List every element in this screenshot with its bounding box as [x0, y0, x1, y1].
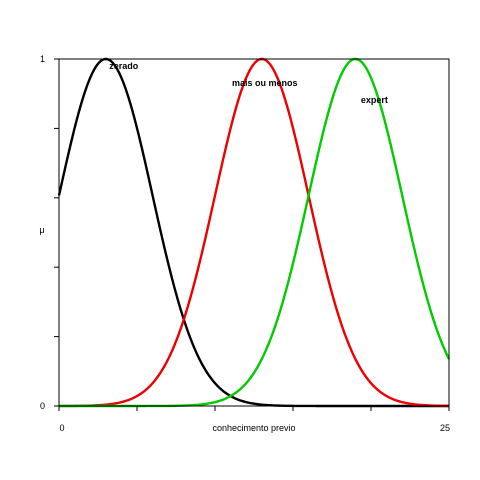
series-line-1	[59, 57, 450, 408]
x-axis-label: conhecimento previo	[212, 423, 295, 433]
axes: 0 25 0 1	[40, 54, 450, 433]
series-label-0: zerado	[109, 61, 139, 71]
y-tick-label-0: 0	[40, 401, 45, 411]
series-label-1: mais ou menos	[232, 78, 298, 88]
x-tick-label-1: 25	[440, 423, 450, 433]
plot-frame	[58, 58, 450, 407]
series-labels: zerado mais ou menos expert	[109, 61, 388, 105]
y-tick-label-1: 1	[40, 54, 45, 64]
y-axis-label: μ	[39, 225, 44, 235]
series-label-2: expert	[361, 95, 388, 105]
x-tick-label-0: 0	[59, 423, 64, 433]
